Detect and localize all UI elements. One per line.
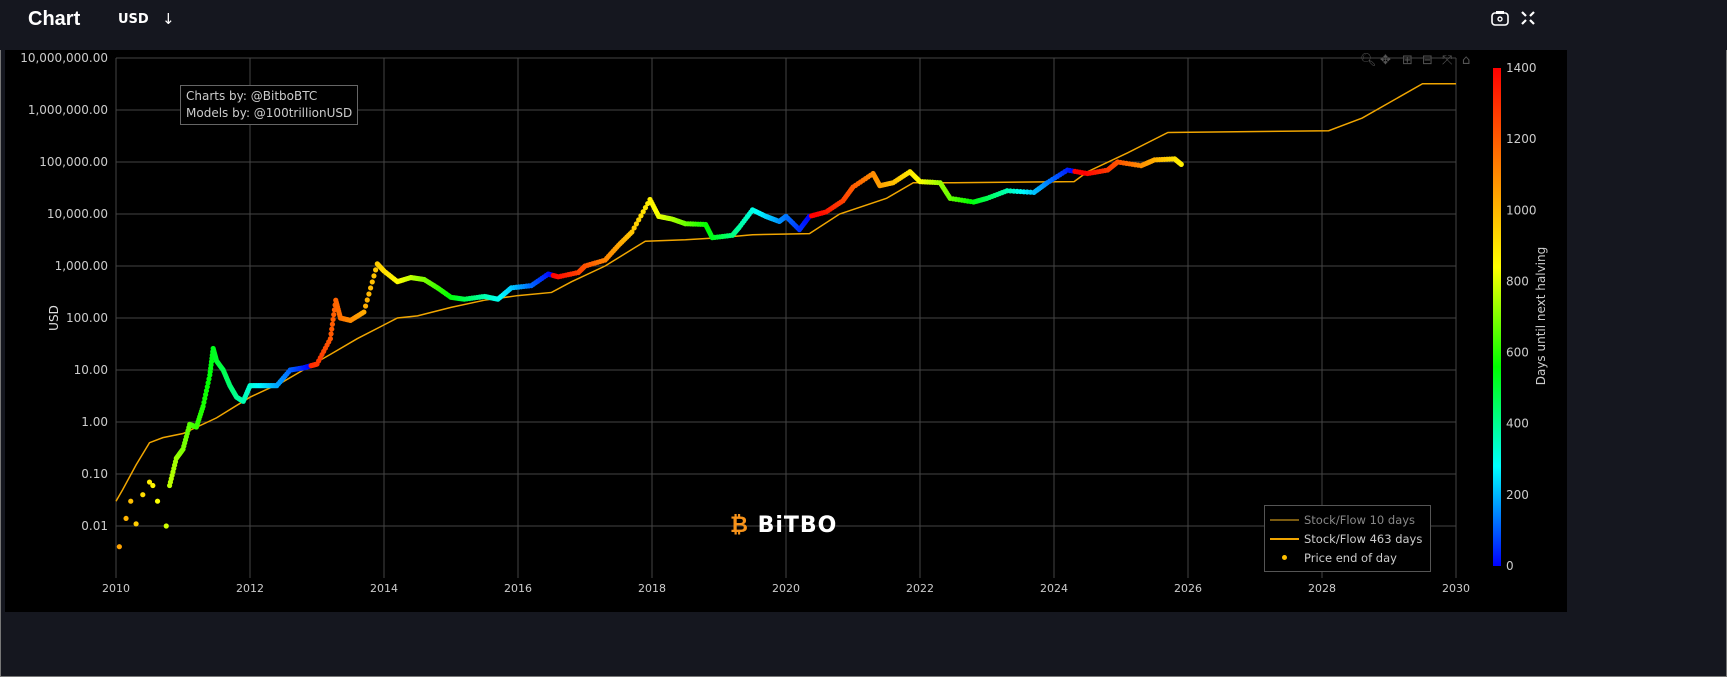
price-point: [329, 326, 335, 332]
x-tick-label: 2030: [1442, 582, 1470, 595]
price-point: [201, 399, 207, 406]
colorbar-tick-label: 1200: [1506, 132, 1537, 146]
currency-select[interactable]: USD: [118, 12, 149, 27]
y-tick-label: 1,000,000.00: [28, 103, 108, 117]
y-axis-label: USD: [47, 305, 61, 331]
y-tick-label: 1.00: [81, 415, 108, 429]
colorbar-tick-label: 600: [1506, 346, 1529, 360]
y-tick-label: 100.00: [66, 311, 108, 325]
price-point: [642, 205, 649, 211]
autoscale-icon[interactable]: ⤧: [1442, 53, 1453, 68]
colorbar-tick-label: 1000: [1506, 203, 1537, 217]
price-point: [629, 229, 635, 235]
y-tick-label: 100,000.00: [39, 155, 108, 169]
page-title: Chart: [28, 8, 81, 30]
price-point: [146, 479, 153, 485]
price-point: [329, 321, 336, 327]
price-point: [633, 221, 640, 227]
x-tick-label: 2022: [906, 582, 934, 595]
price-point: [371, 273, 377, 279]
price-point: [206, 376, 212, 382]
pan-icon[interactable]: ✥: [1380, 53, 1391, 68]
price-point: [204, 384, 210, 390]
legend: Stock/Flow 10 days Stock/Flow 463 days P…: [1264, 505, 1431, 572]
x-tick-label: 2020: [772, 582, 800, 595]
x-tick-label: 2024: [1040, 582, 1068, 595]
price-point: [200, 403, 206, 409]
price-point: [133, 521, 139, 527]
x-tick-label: 2016: [504, 582, 532, 595]
y-tick-label: 10,000.00: [47, 207, 108, 221]
credits-line-2: Models by: @100trillionUSD: [186, 106, 353, 120]
home-icon[interactable]: ⌂: [1462, 53, 1471, 68]
camera-icon[interactable]: [1491, 10, 1509, 30]
header: Chart USD ↓: [0, 0, 1727, 50]
zoom-out-icon[interactable]: ⊟: [1422, 53, 1433, 68]
y-tick-label: 10,000,000.00: [20, 51, 108, 65]
y-tick-label: 0.01: [81, 519, 108, 533]
zoom-icon[interactable]: 🔍︎: [1360, 53, 1377, 68]
price-point: [154, 498, 161, 504]
legend-item-sf10[interactable]: Stock/Flow 10 days: [1265, 510, 1430, 529]
price-point: [140, 492, 146, 498]
x-tick-label: 2012: [236, 582, 264, 595]
price-point: [163, 523, 169, 529]
price-point: [638, 213, 644, 219]
y-tick-label: 10.00: [74, 363, 108, 377]
price-point: [366, 291, 372, 297]
colorbar-tick-label: 400: [1506, 417, 1529, 431]
price-point: [631, 225, 637, 231]
price-point: [368, 285, 374, 291]
price-point: [123, 515, 129, 522]
price-point: [364, 297, 370, 303]
legend-item-price[interactable]: Price end of day: [1265, 548, 1430, 567]
bitbo-logo: ₿ BiTBO: [730, 513, 838, 538]
colorbar-tick-label: 800: [1506, 274, 1529, 288]
price-point: [116, 544, 122, 550]
credits-annotation: Charts by: @BitboBTC Models by: @100tril…: [180, 85, 359, 125]
price-point: [636, 217, 642, 223]
price-point: [369, 279, 375, 285]
colorbar-title: Days until next halving: [1534, 247, 1548, 386]
price-point: [361, 309, 367, 315]
y-tick-label: 1,000.00: [55, 259, 108, 273]
price-point: [327, 336, 333, 342]
zoom-in-icon[interactable]: ⊞: [1402, 53, 1413, 68]
x-tick-label: 2026: [1174, 582, 1202, 595]
x-tick-label: 2018: [638, 582, 666, 595]
price-point: [373, 267, 379, 273]
price-point: [1178, 161, 1184, 167]
y-tick-label: 0.10: [81, 467, 108, 481]
colorbar-tick-label: 0: [1506, 559, 1514, 573]
price-point: [640, 209, 646, 215]
price-point: [328, 331, 334, 337]
price-point: [150, 482, 156, 489]
credits-line-1: Charts by: @BitboBTC: [186, 89, 318, 103]
price-point: [331, 312, 337, 318]
fullscreen-icon[interactable]: [1520, 10, 1536, 30]
x-tick-label: 2014: [370, 582, 398, 595]
x-tick-label: 2028: [1308, 582, 1336, 595]
colorbar-tick-label: 1400: [1506, 61, 1537, 75]
price-point: [128, 498, 134, 504]
arrow-down-icon[interactable]: ↓: [162, 10, 175, 28]
x-tick-label: 2010: [102, 582, 130, 595]
colorbar-tick-label: 200: [1506, 488, 1529, 502]
price-point: [203, 392, 209, 398]
price-point: [205, 380, 211, 386]
colorbar: [1493, 68, 1501, 566]
price-point: [203, 388, 210, 394]
price-point: [362, 303, 369, 309]
price-point: [202, 395, 208, 402]
price-point: [330, 316, 336, 323]
legend-item-sf463[interactable]: Stock/Flow 463 days: [1265, 529, 1430, 548]
